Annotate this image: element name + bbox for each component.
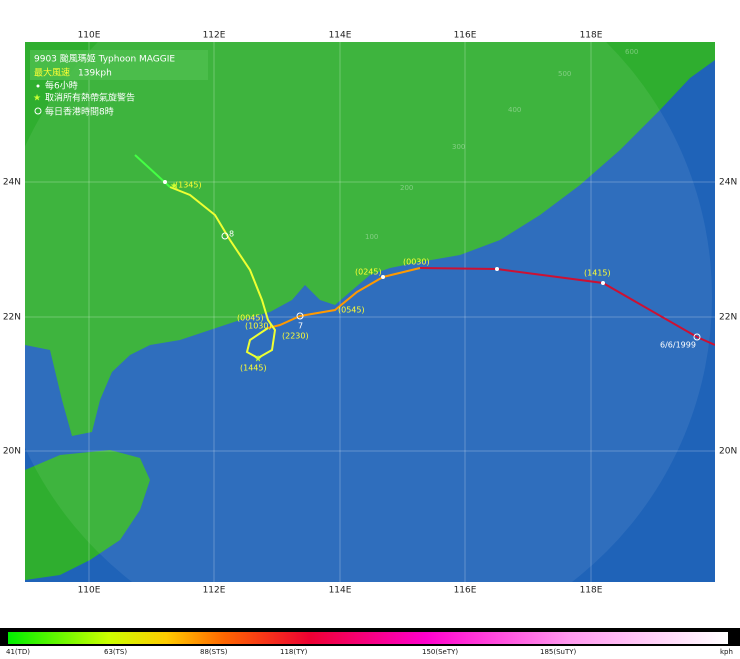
title: 9903 颱風瑪姬 Typhoon MAGGIE bbox=[34, 53, 175, 65]
track-labels: (1345) 8 (0045) (1030) 7 (2230) (1445) (… bbox=[175, 181, 696, 373]
lon-label: 114E bbox=[329, 586, 352, 596]
track-label: (0245) bbox=[355, 268, 382, 277]
cancel-marker: ★ bbox=[170, 182, 178, 192]
track-label: (1345) bbox=[175, 181, 202, 190]
lon-label: 118E bbox=[580, 31, 603, 41]
color-bar-label: 41(TD) bbox=[6, 648, 30, 656]
axis-labels: 110E 112E 114E 116E 118E 110E 112E 114E … bbox=[3, 31, 737, 596]
color-bar-label: 150(SeTY) bbox=[422, 648, 458, 656]
color-bar-label: 63(TS) bbox=[104, 648, 127, 656]
legend-text: 每6小時 bbox=[45, 80, 78, 92]
mainland bbox=[25, 42, 715, 436]
track-label: (2230) bbox=[282, 332, 309, 341]
track-label: (0045) bbox=[237, 314, 264, 323]
color-bar: 41(TD) 63(TS) 88(STS) 118(TY) 150(SeTY) … bbox=[0, 628, 740, 659]
lon-label: 116E bbox=[454, 586, 477, 596]
track-label: 7 bbox=[298, 322, 303, 331]
lat-label: 20N bbox=[3, 447, 21, 457]
lat-label: 20N bbox=[719, 447, 737, 457]
color-bar-label: kph bbox=[720, 648, 733, 656]
legend-ring bbox=[34, 107, 42, 115]
color-bar-label: 185(SuTY) bbox=[540, 648, 577, 656]
color-bar-gradient bbox=[8, 632, 728, 644]
lon-label: 116E bbox=[454, 31, 477, 41]
ring-label: 300 bbox=[452, 143, 465, 151]
legend-dot bbox=[36, 84, 40, 88]
color-bar-label: 88(STS) bbox=[200, 648, 228, 656]
title-box: 9903 颱風瑪姬 Typhoon MAGGIE 最大風速 139kph 每6小… bbox=[30, 50, 208, 118]
color-bar-label-strip bbox=[0, 646, 740, 659]
ring-label: 600 bbox=[625, 48, 638, 56]
lat-label: 24N bbox=[3, 178, 21, 188]
map: ★ ★ bbox=[25, 42, 715, 582]
track-label: (0030) bbox=[403, 258, 430, 267]
lat-label: 22N bbox=[719, 313, 737, 323]
ring-label: 400 bbox=[508, 106, 521, 114]
track-label: (0545) bbox=[338, 306, 365, 315]
legend-text: 每日香港時間8時 bbox=[45, 106, 114, 118]
lon-label: 112E bbox=[203, 31, 226, 41]
lat-label: 22N bbox=[3, 313, 21, 323]
hainan bbox=[25, 450, 150, 580]
ring-label: 200 bbox=[400, 184, 413, 192]
graticule bbox=[25, 42, 715, 582]
max-wind-value: 139kph bbox=[78, 69, 112, 79]
track-label: 8 bbox=[229, 230, 234, 239]
title-background bbox=[30, 50, 208, 80]
legend-text: 取消所有熱帶氣旋警告 bbox=[45, 92, 135, 104]
track-label: (1445) bbox=[240, 364, 267, 373]
cancel-marker: ★ bbox=[254, 355, 262, 365]
track-label: 6/6/1999 bbox=[660, 341, 696, 350]
lon-label: 114E bbox=[329, 31, 352, 41]
color-bar-label: 118(TY) bbox=[280, 648, 308, 656]
lon-label: 110E bbox=[78, 31, 101, 41]
range-rings bbox=[25, 42, 712, 582]
ring-labels: 100 200 300 400 500 600 bbox=[365, 48, 638, 241]
lon-label: 118E bbox=[580, 586, 603, 596]
ring-label: 100 bbox=[365, 233, 378, 241]
track-points bbox=[163, 180, 701, 341]
ring-label: 500 bbox=[558, 70, 571, 78]
lon-label: 110E bbox=[78, 586, 101, 596]
max-wind-label: 最大風速 bbox=[34, 67, 70, 79]
track-label: (1415) bbox=[584, 269, 611, 278]
lat-label: 24N bbox=[719, 178, 737, 188]
track-label: (1030) bbox=[245, 322, 272, 331]
lon-label: 112E bbox=[203, 586, 226, 596]
legend-star: ★ bbox=[33, 94, 41, 104]
